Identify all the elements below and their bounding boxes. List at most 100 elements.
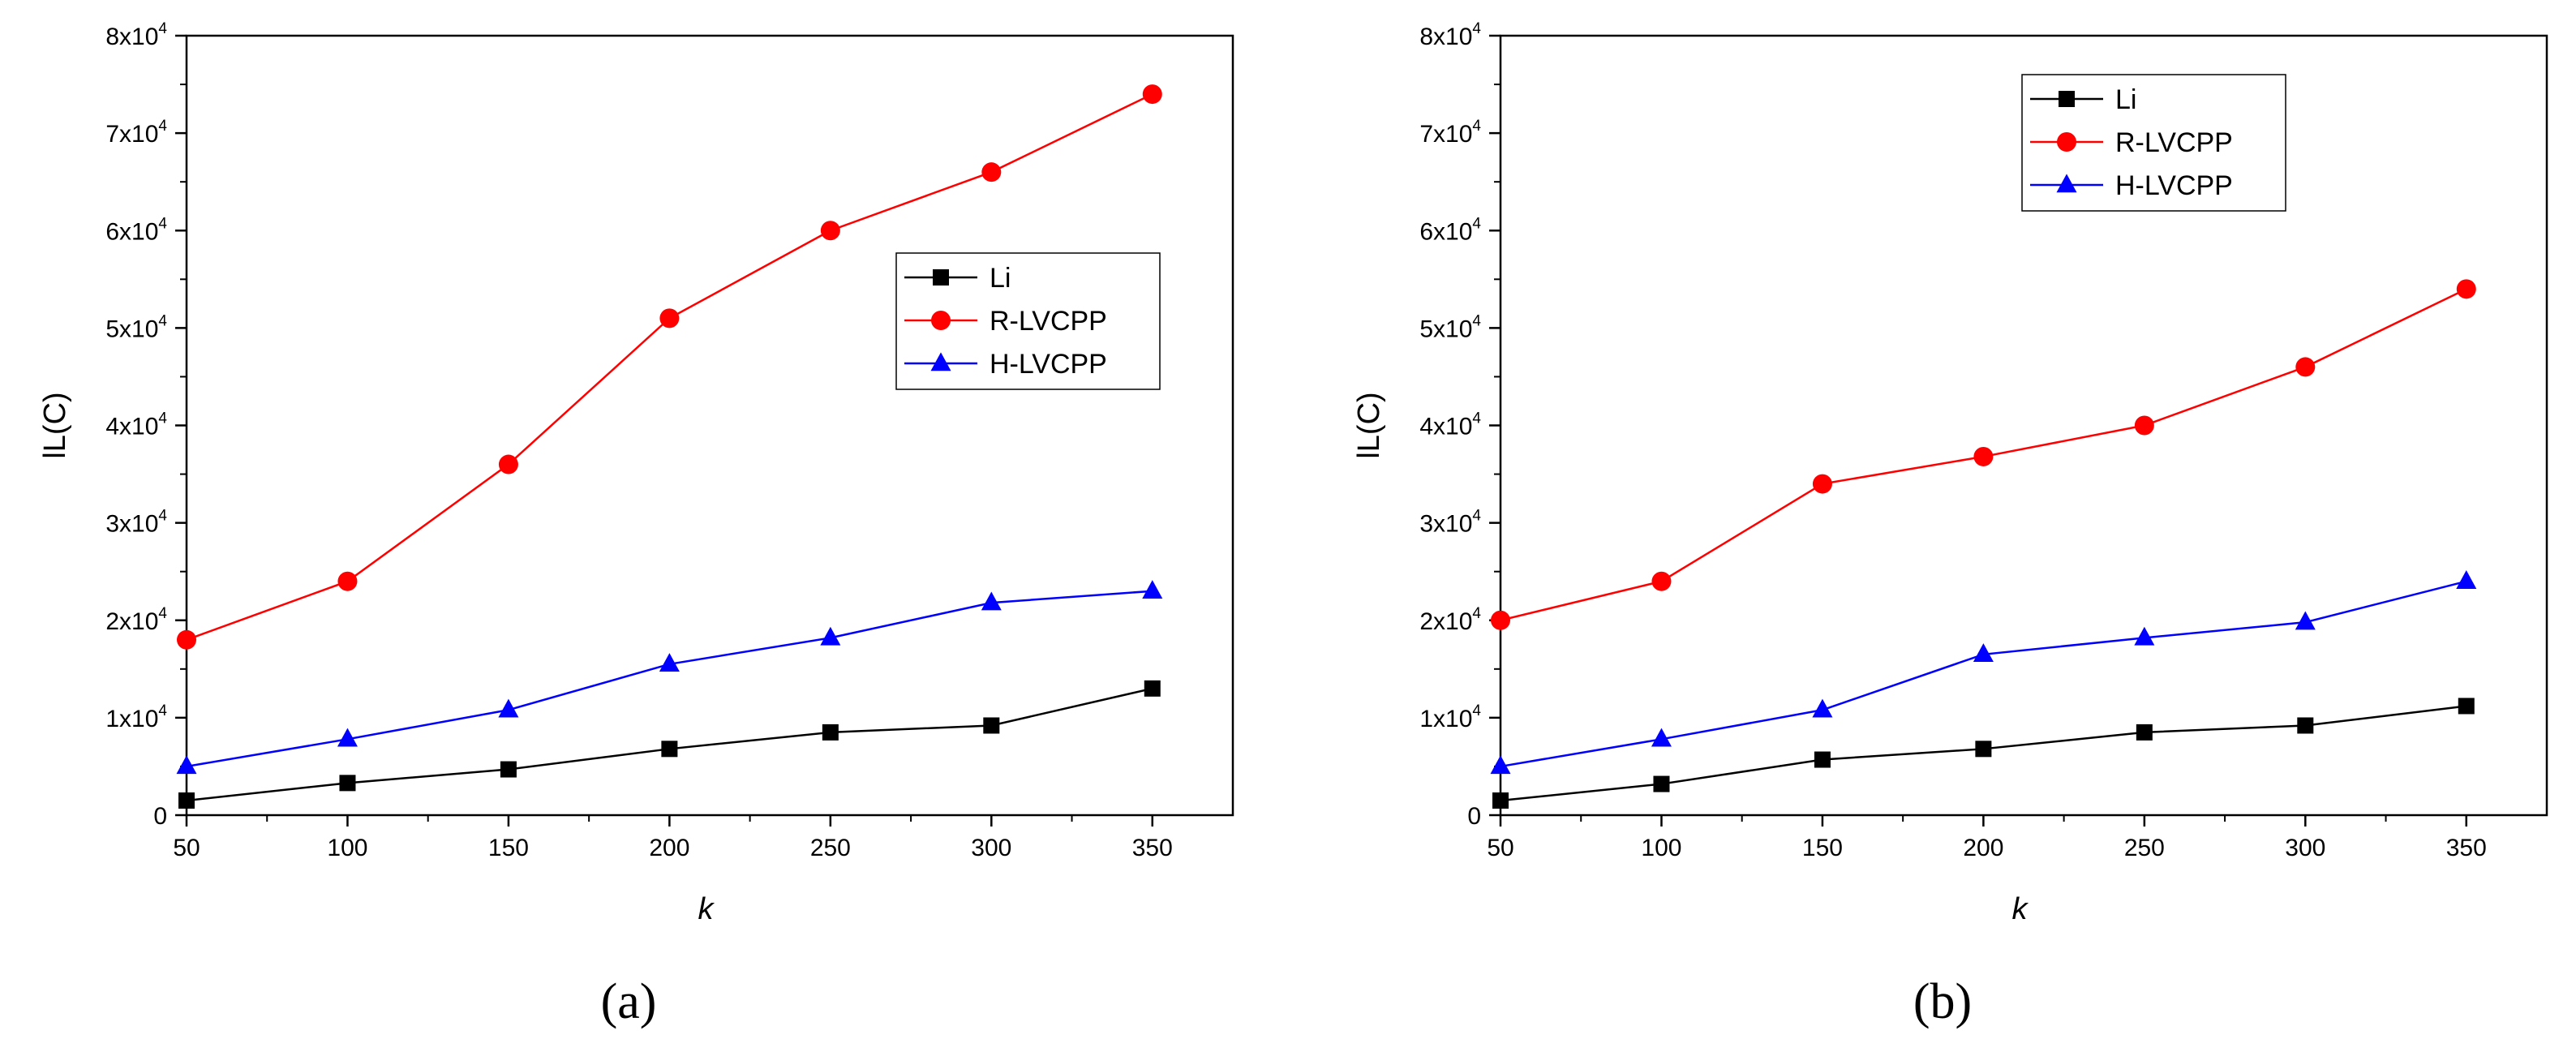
legend-item-r-lvcpp: R-LVCPP: [2030, 127, 2233, 158]
series-r-lvcpp: [177, 84, 1162, 650]
data-point-triangle: [930, 352, 951, 371]
data-point-circle: [1651, 571, 1672, 591]
data-point-triangle: [659, 653, 680, 672]
data-point-circle: [931, 311, 951, 330]
data-point-square: [1653, 775, 1670, 792]
y-tick-exponent: 4: [158, 508, 167, 525]
data-point-triangle: [981, 591, 1002, 611]
y-tick-label: 3x104: [105, 508, 167, 538]
legend-item-li: Li: [904, 263, 1011, 294]
data-point-circle: [177, 629, 196, 650]
data-point-square: [2297, 717, 2314, 734]
legend: Li R-LVCPP H-LVCPP: [2021, 74, 2286, 212]
series-line: [1500, 580, 2467, 768]
data-point-triangle: [498, 698, 519, 718]
series-line: [186, 590, 1153, 768]
y-axis-label: lL(C): [1352, 392, 1386, 458]
data-point-circle: [981, 162, 1002, 182]
data-point-square: [1144, 680, 1161, 697]
series-h-lvcpp: [1490, 570, 2477, 775]
x-tick-label: 250: [2124, 835, 2165, 861]
series-li: [1492, 698, 2475, 809]
data-point-triangle: [1651, 728, 1672, 747]
y-tick-exponent: 4: [158, 702, 167, 719]
x-tick-label: 200: [649, 835, 689, 861]
data-point-circle: [2134, 415, 2154, 436]
data-point-square: [2458, 698, 2475, 715]
y-tick-label: 4x104: [105, 410, 167, 440]
x-tick-label: 150: [1802, 835, 1843, 861]
data-point-circle: [1973, 446, 1994, 466]
y-tick-exponent: 4: [158, 118, 167, 135]
data-point-circle: [498, 454, 518, 474]
data-point-square: [2136, 724, 2153, 741]
x-tick-label: 100: [327, 835, 367, 861]
data-point-circle: [2057, 132, 2076, 152]
data-point-triangle: [176, 755, 197, 775]
y-tick-exponent: 4: [1472, 215, 1481, 232]
y-tick-label: 6x104: [1419, 215, 1481, 245]
data-point-square: [983, 717, 1000, 734]
legend-label: R-LVCPP: [2115, 127, 2233, 158]
y-tick-exponent: 4: [1472, 118, 1481, 135]
data-point-circle: [820, 221, 840, 241]
x-tick-label: 150: [488, 835, 529, 861]
x-axis-label: k: [2012, 892, 2029, 926]
x-tick-label: 50: [1487, 835, 1513, 861]
y-tick-label: 0: [153, 803, 167, 830]
data-point-triangle: [820, 626, 841, 646]
data-point-square: [1814, 751, 1831, 768]
data-point-square: [2059, 91, 2075, 107]
data-point-circle: [1142, 84, 1162, 105]
y-tick-label: 4x104: [1419, 410, 1481, 440]
y-tick-exponent: 4: [1472, 410, 1481, 427]
legend: Li R-LVCPP H-LVCPP: [895, 252, 1161, 390]
y-tick-exponent: 4: [158, 20, 167, 37]
data-point-square: [661, 741, 678, 758]
panel-label: (a): [601, 974, 657, 1029]
data-point-circle: [1812, 474, 1832, 494]
y-tick-label: 8x104: [1419, 20, 1481, 50]
data-point-circle: [2456, 279, 2476, 299]
y-tick-label: 1x104: [105, 702, 167, 732]
y-tick-label: 0: [1467, 803, 1481, 830]
y-tick-exponent: 4: [1472, 702, 1481, 719]
y-tick-exponent: 4: [158, 410, 167, 427]
x-tick-label: 50: [173, 835, 200, 861]
data-point-triangle: [1142, 580, 1163, 599]
legend-item-r-lvcpp: R-LVCPP: [904, 306, 1107, 337]
data-point-square: [500, 761, 517, 778]
legend-item-li: Li: [2030, 84, 2136, 115]
data-point-triangle: [1812, 698, 1833, 718]
y-tick-label: 6x104: [105, 215, 167, 245]
data-point-triangle: [2134, 626, 2155, 646]
panel-label: (b): [1913, 974, 1972, 1029]
y-tick-exponent: 4: [1472, 20, 1481, 37]
chart-panel-a: 50 100 150 200 250 300 350 0 1x104 2x104 3x104 4x10…: [38, 20, 1234, 1029]
y-tick-exponent: 4: [1472, 312, 1481, 329]
series-r-lvcpp: [1491, 279, 2476, 630]
data-point-square: [1492, 792, 1509, 809]
legend-label: H-LVCPP: [2115, 170, 2233, 201]
plot-frame: [185, 34, 1234, 817]
y-tick-label: 1x104: [1419, 702, 1481, 732]
y-tick-label: 2x104: [105, 605, 167, 635]
x-tick-label: 300: [971, 835, 1011, 861]
chart-panel-b: 50 100 150 200 250 300 350 0 1x104 2x104 3x104 4x10…: [1352, 20, 2548, 1029]
legend-label: H-LVCPP: [990, 349, 1107, 380]
x-tick-label: 300: [2285, 835, 2325, 861]
x-tick-label: 100: [1641, 835, 1681, 861]
y-tick-exponent: 4: [158, 215, 167, 232]
y-tick-label: 7x104: [105, 118, 167, 148]
data-point-circle: [2295, 357, 2316, 377]
data-point-circle: [337, 571, 358, 591]
y-tick-exponent: 4: [1472, 605, 1481, 622]
series-li: [178, 680, 1161, 809]
data-point-square: [1975, 741, 1992, 758]
x-tick-label: 200: [1963, 835, 2003, 861]
y-tick-label: 5x104: [105, 312, 167, 342]
legend-label: R-LVCPP: [990, 306, 1107, 337]
y-tick-exponent: 4: [1472, 508, 1481, 525]
y-tick-label: 3x104: [1419, 508, 1481, 538]
